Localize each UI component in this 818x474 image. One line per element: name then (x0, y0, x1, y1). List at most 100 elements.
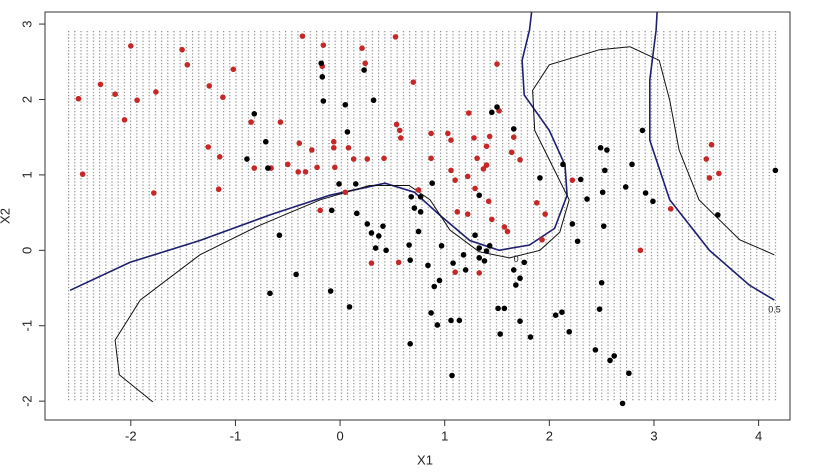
data-point (284, 161, 291, 168)
data-point (396, 127, 403, 134)
data-point (436, 277, 443, 284)
data-point (456, 317, 463, 324)
data-point (438, 242, 445, 249)
data-point (128, 43, 134, 49)
data-point (431, 283, 438, 290)
data-point (483, 248, 490, 254)
data-point (497, 331, 503, 337)
plot-layer: 0.50 (69, 11, 781, 407)
data-point (513, 282, 519, 288)
data-point (309, 147, 315, 153)
data-point (319, 74, 326, 80)
x-tick-label: 1 (441, 428, 448, 443)
data-point (706, 175, 713, 181)
data-point (320, 42, 327, 48)
data-point (501, 224, 508, 230)
data-point (346, 304, 353, 310)
data-point (597, 144, 604, 151)
data-point (295, 169, 302, 175)
data-point (407, 341, 413, 347)
data-point (299, 33, 306, 39)
data-point (364, 221, 371, 227)
data-point (494, 61, 500, 67)
data-point (276, 232, 283, 239)
data-point (472, 232, 478, 239)
data-point (539, 236, 545, 243)
data-point (392, 34, 399, 40)
data-point (317, 207, 323, 214)
data-point (450, 260, 456, 266)
x-axis-label: X1 (417, 452, 433, 467)
data-point (410, 79, 417, 85)
data-point (510, 267, 517, 273)
data-point (134, 97, 140, 104)
data-point (153, 89, 159, 95)
data-point (296, 140, 303, 147)
data-point (362, 60, 368, 67)
data-point (277, 119, 284, 125)
data-point (332, 164, 338, 171)
data-point (527, 334, 534, 340)
prediction-grid (68, 31, 780, 402)
data-point (611, 353, 618, 359)
data-point (495, 305, 501, 312)
data-point (407, 257, 413, 263)
contour-label: 0 (514, 254, 519, 264)
data-point (480, 166, 487, 172)
data-point (220, 94, 226, 101)
data-point (577, 176, 584, 183)
data-point (417, 193, 424, 200)
data-point (483, 162, 490, 168)
data-point (342, 101, 349, 108)
data-point (112, 91, 118, 98)
data-point (406, 242, 412, 248)
data-point (569, 221, 576, 227)
data-point (476, 192, 483, 199)
data-point (393, 121, 400, 128)
data-point (650, 198, 656, 205)
data-point (517, 318, 523, 325)
data-point (454, 209, 461, 215)
data-point (452, 177, 458, 183)
data-point (703, 156, 710, 162)
x-tick-label: 4 (755, 428, 762, 443)
data-point (251, 111, 258, 117)
data-point (604, 147, 610, 153)
data-point (488, 109, 495, 116)
data-point (619, 400, 626, 407)
data-point (336, 181, 342, 187)
data-point (79, 171, 86, 177)
data-point (472, 185, 478, 192)
data-point (415, 228, 422, 235)
data-point (370, 97, 377, 104)
data-point (460, 252, 467, 258)
data-point (486, 133, 493, 140)
data-point (354, 210, 360, 217)
data-point (428, 310, 434, 316)
data-point (601, 167, 608, 174)
data-point (504, 228, 511, 235)
data-point (216, 153, 223, 160)
data-point (485, 198, 492, 205)
data-point (481, 258, 488, 264)
data-point (415, 187, 422, 193)
data-point (452, 269, 458, 275)
data-point (559, 309, 565, 315)
data-point (262, 138, 269, 145)
data-point (560, 161, 566, 168)
data-point (318, 60, 325, 67)
data-point (425, 262, 431, 269)
data-point (314, 164, 320, 171)
data-point (552, 312, 559, 318)
data-point (448, 137, 454, 144)
data-point (429, 180, 435, 186)
data-point (359, 45, 365, 51)
data-point (434, 322, 441, 328)
y-tick-label: 1 (19, 171, 34, 178)
x-tick-label: -1 (230, 428, 242, 443)
data-point (330, 144, 337, 151)
data-point (637, 247, 644, 254)
data-point (350, 156, 357, 162)
x-tick-label: 2 (546, 428, 553, 443)
contour-line (69, 11, 775, 301)
